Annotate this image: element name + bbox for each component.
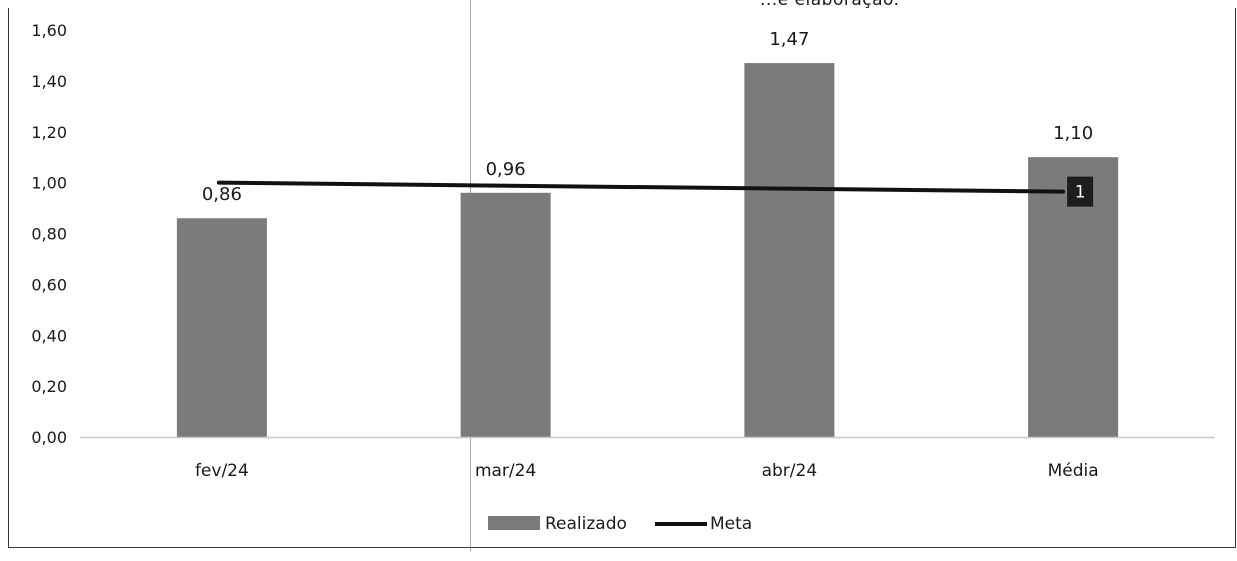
- y-tick-label: 1,40: [31, 72, 67, 91]
- x-tick-label: Média: [1048, 461, 1099, 481]
- y-tick-label: 1,20: [31, 123, 67, 142]
- meta-end-label-box: [1067, 176, 1094, 207]
- bar-fev24: [176, 218, 267, 438]
- y-tick-label: 0,40: [31, 326, 67, 345]
- meta-end-label: 1: [1075, 183, 1086, 203]
- chart-title-fragment: ...e elaboração.: [760, 0, 900, 10]
- bar-value-label: 1,10: [1053, 123, 1093, 144]
- legend-swatch-realizado: [488, 516, 540, 530]
- meta-series-line: [216, 180, 1066, 194]
- y-tick-label: 0,20: [31, 377, 67, 396]
- bars: [176, 63, 1119, 438]
- y-tick-label: 1,60: [31, 21, 67, 40]
- meta-line: 1: [216, 176, 1094, 207]
- x-tick-label: mar/24: [475, 461, 536, 481]
- y-tick-label: 0,60: [31, 275, 67, 294]
- chart-frame: [8, 8, 1236, 548]
- legend-label-meta: Meta: [710, 514, 752, 534]
- legend: Realizado Meta: [488, 514, 752, 534]
- x-tick-label: abr/24: [762, 461, 818, 481]
- bar-value-label: 1,47: [769, 29, 809, 50]
- x-tick-label: fev/24: [195, 461, 249, 481]
- bar-labels: 0,86 0,96 1,47 1,10: [202, 29, 1093, 205]
- bar-value-label: 0,86: [202, 184, 242, 205]
- y-tick-label: 0,80: [31, 225, 67, 244]
- y-axis: 0,00 0,20 0,40 0,60 0,80 1,00 1,20 1,40 1,60: [31, 21, 67, 447]
- legend-label-realizado: Realizado: [545, 514, 627, 534]
- bar-abr24: [744, 63, 835, 438]
- bar-value-label: 0,96: [486, 159, 526, 180]
- bar-mar24: [460, 192, 551, 438]
- y-tick-label: 0,00: [31, 428, 67, 447]
- x-axis: fev/24 mar/24 abr/24 Média: [80, 436, 1215, 481]
- y-tick-label: 1,00: [31, 174, 67, 193]
